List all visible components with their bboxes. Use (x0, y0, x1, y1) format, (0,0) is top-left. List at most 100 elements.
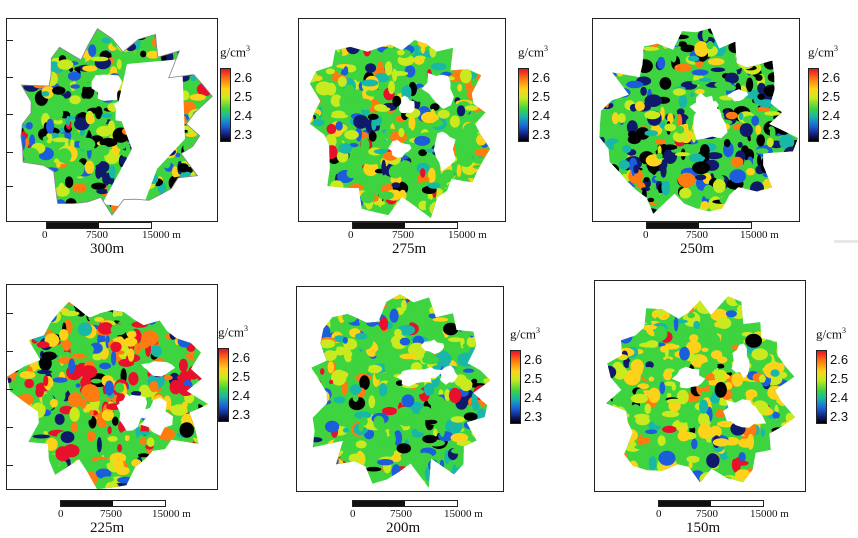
density-cell (774, 181, 785, 194)
density-cell (327, 213, 335, 219)
density-cell (41, 91, 50, 97)
density-cell (155, 302, 163, 312)
density-cell (130, 475, 137, 484)
density-cell (794, 486, 805, 491)
density-cell (627, 469, 636, 481)
density-cell (199, 209, 211, 216)
density-cell (317, 457, 332, 465)
density-cell (606, 442, 620, 453)
density-cell (430, 62, 447, 71)
density-cell (156, 213, 170, 216)
density-cell (96, 289, 113, 298)
density-cell (192, 28, 206, 33)
density-cell (769, 211, 783, 214)
density-cell (607, 296, 615, 308)
density-cell (377, 459, 394, 466)
density-cell (95, 144, 110, 157)
density-cell (464, 312, 474, 321)
data-gap (727, 89, 749, 102)
density-cell (474, 348, 480, 360)
density-cell (698, 77, 712, 82)
density-cell (388, 432, 396, 447)
density-cell (450, 416, 466, 423)
density-cell (794, 350, 796, 359)
density-cell (422, 357, 439, 364)
density-cell (686, 340, 702, 354)
density-cell (7, 76, 12, 90)
density-cell (794, 210, 798, 214)
density-cell (706, 286, 722, 292)
density-cell (332, 294, 346, 295)
density-cell (706, 453, 720, 468)
density-cell (80, 82, 95, 88)
density-cell (34, 294, 43, 299)
density-cell (407, 172, 419, 183)
density-cell (494, 412, 503, 417)
density-cell (463, 47, 479, 63)
density-cell (486, 312, 491, 323)
density-cell (320, 174, 326, 191)
density-cell (650, 448, 656, 454)
density-cell (153, 213, 160, 216)
density-cell (661, 482, 676, 488)
density-cell (771, 437, 783, 453)
density-cell (169, 19, 173, 25)
density-cell (205, 28, 213, 32)
density-cell (42, 136, 49, 142)
map-frame (592, 18, 800, 222)
density-cell (606, 381, 609, 392)
density-cell (783, 95, 798, 104)
density-cell (793, 19, 799, 22)
density-cell (606, 432, 612, 443)
density-cell (206, 393, 209, 409)
density-cell (309, 91, 315, 100)
density-cell (647, 281, 662, 290)
density-cell (478, 457, 491, 467)
density-cell (82, 83, 95, 99)
density-cell (93, 307, 107, 314)
density-cell (34, 304, 43, 320)
density-cell (39, 19, 56, 27)
density-map (311, 294, 503, 488)
density-cell (476, 438, 485, 445)
density-cell (318, 339, 336, 349)
density-cell (25, 196, 37, 211)
density-cell (191, 441, 197, 453)
density-cell (453, 187, 460, 195)
density-cell (676, 126, 685, 134)
density-cell (84, 484, 92, 489)
density-cell (606, 395, 610, 400)
density-cell (433, 428, 438, 437)
density-cell (54, 413, 65, 425)
density-cell (791, 329, 796, 345)
density-cell (442, 188, 453, 199)
density-cell (623, 296, 632, 299)
density-cell (84, 301, 95, 305)
density-cell (392, 204, 400, 217)
density-cell (188, 28, 201, 38)
density-cell (57, 59, 74, 70)
density-cell (421, 111, 438, 124)
density-cell (417, 40, 430, 48)
density-cell (626, 120, 638, 135)
density-cell (8, 437, 21, 451)
density-cell (52, 137, 70, 143)
density-cell (20, 205, 23, 216)
density-cell (619, 485, 625, 492)
density-cell (309, 115, 311, 127)
density-cell (399, 419, 412, 427)
density-cell (482, 45, 491, 56)
density-cell (204, 114, 209, 125)
density-cell (627, 186, 643, 200)
density-cell (78, 137, 96, 151)
density-cell (299, 181, 309, 189)
density-cell (614, 464, 627, 480)
density-cell (765, 28, 778, 29)
density-cell (18, 435, 26, 449)
density-cell (155, 480, 170, 489)
density-cell (791, 394, 796, 402)
density-cell (369, 295, 382, 311)
density-cell (477, 322, 491, 331)
density-cell (799, 380, 806, 388)
density-cell (315, 447, 326, 454)
